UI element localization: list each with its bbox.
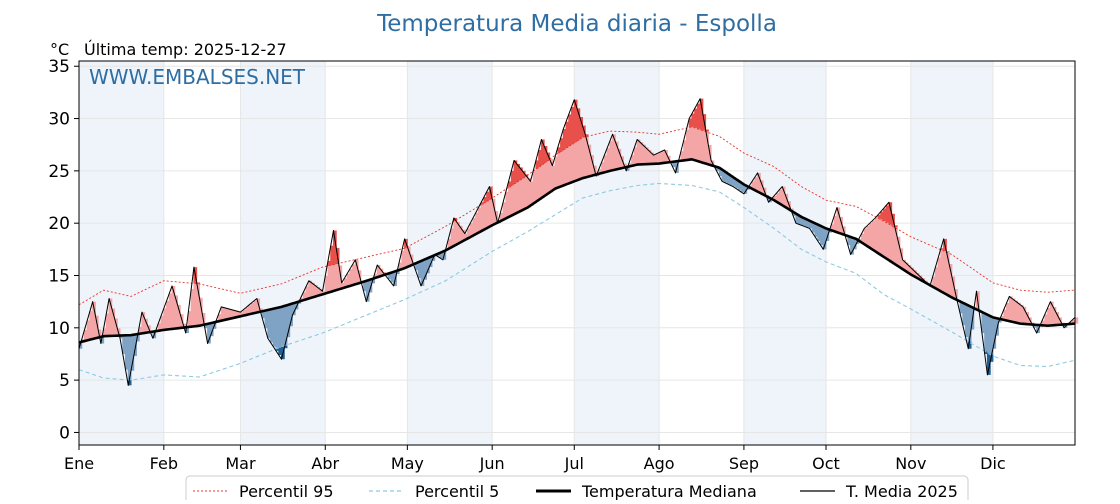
y-tick-label: 35 [48,57,70,77]
x-tick-label: Ene [64,454,94,473]
axes: 0 5 10 15 20 25 30 35 Ene Feb Mar Abr May Jun Jul Ago Se… [48,57,1005,473]
legend-label: Percentil 95 [239,482,334,500]
legend: Percentil 95 Percentil 5 Temperatura Media… [186,476,968,500]
y-tick-label: 25 [48,162,70,182]
legend-label: T. Media 2025 [845,482,958,500]
x-tick-label: Jun [479,454,505,473]
x-tick-label: Nov [895,454,926,473]
legend-label: Temperatura Mediana [581,482,757,500]
x-tick-label: Oct [812,454,840,473]
x-tick-label: Dic [980,454,1006,473]
y-tick-label: 5 [59,371,70,391]
x-tick-label: Jul [564,454,584,473]
x-tick-label: Mar [225,454,256,473]
watermark: WWW.EMBALSES.NET [89,65,306,89]
x-tick-label: Ago [644,454,675,473]
x-tick-label: Feb [150,454,178,473]
unit-label: °C [50,40,69,59]
y-tick-label: 10 [48,319,70,339]
x-tick-label: Sep [729,454,759,473]
legend-label: Percentil 5 [415,482,499,500]
y-tick-label: 15 [48,266,70,286]
x-tick-label: Abr [311,454,339,473]
last-temp-label: Última temp: 2025-12-27 [84,40,287,59]
y-tick-label: 30 [48,110,70,130]
y-tick-label: 0 [59,423,70,443]
y-tick-label: 20 [48,214,70,234]
x-tick-label: May [391,454,424,473]
chart-title: Temperatura Media diaria - Espolla [376,11,777,37]
